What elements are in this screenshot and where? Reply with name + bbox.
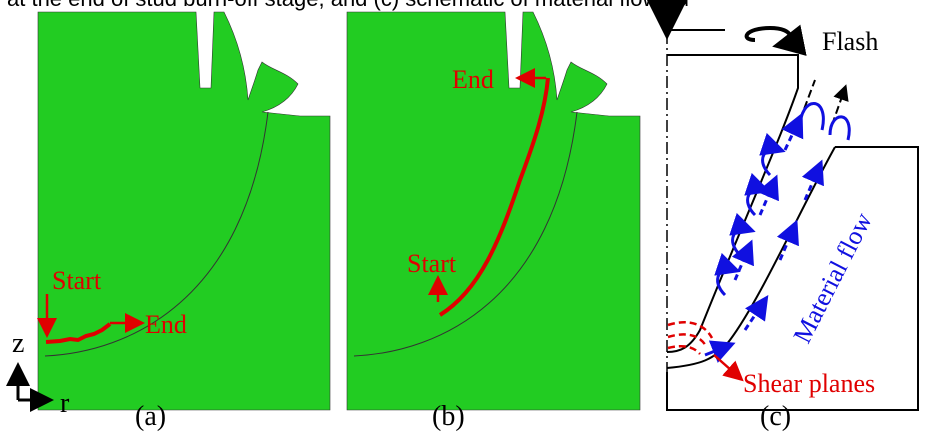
panel-a: Start End (a) [38, 12, 330, 432]
rotation-arrow [747, 28, 791, 45]
start-label: Start [407, 249, 457, 278]
axis-r: r [60, 388, 70, 419]
panel-label: (c) [760, 401, 791, 432]
panel-c: Flash Material flow Shear planes (c) [667, 10, 918, 432]
figure: l at the end of stud burn-off stage, and… [0, 0, 928, 441]
shear-planes-label: Shear planes [743, 369, 875, 398]
panel-b: Start End (b) [347, 12, 640, 432]
arrow [714, 355, 740, 378]
axis-z: z [12, 328, 24, 359]
tool-outline [667, 30, 798, 352]
panel-label: (b) [432, 401, 465, 432]
shear-plane-lines [668, 322, 712, 354]
caption: l at the end of stud burn-off stage, and… [0, 0, 689, 11]
material-flow-label: Material flow [788, 208, 879, 348]
workpiece-region [38, 12, 330, 410]
end-label: End [145, 310, 187, 339]
start-label: Start [52, 266, 102, 295]
end-label: End [452, 65, 494, 94]
flash-label: Flash [822, 27, 878, 56]
panel-label: (a) [135, 401, 166, 432]
